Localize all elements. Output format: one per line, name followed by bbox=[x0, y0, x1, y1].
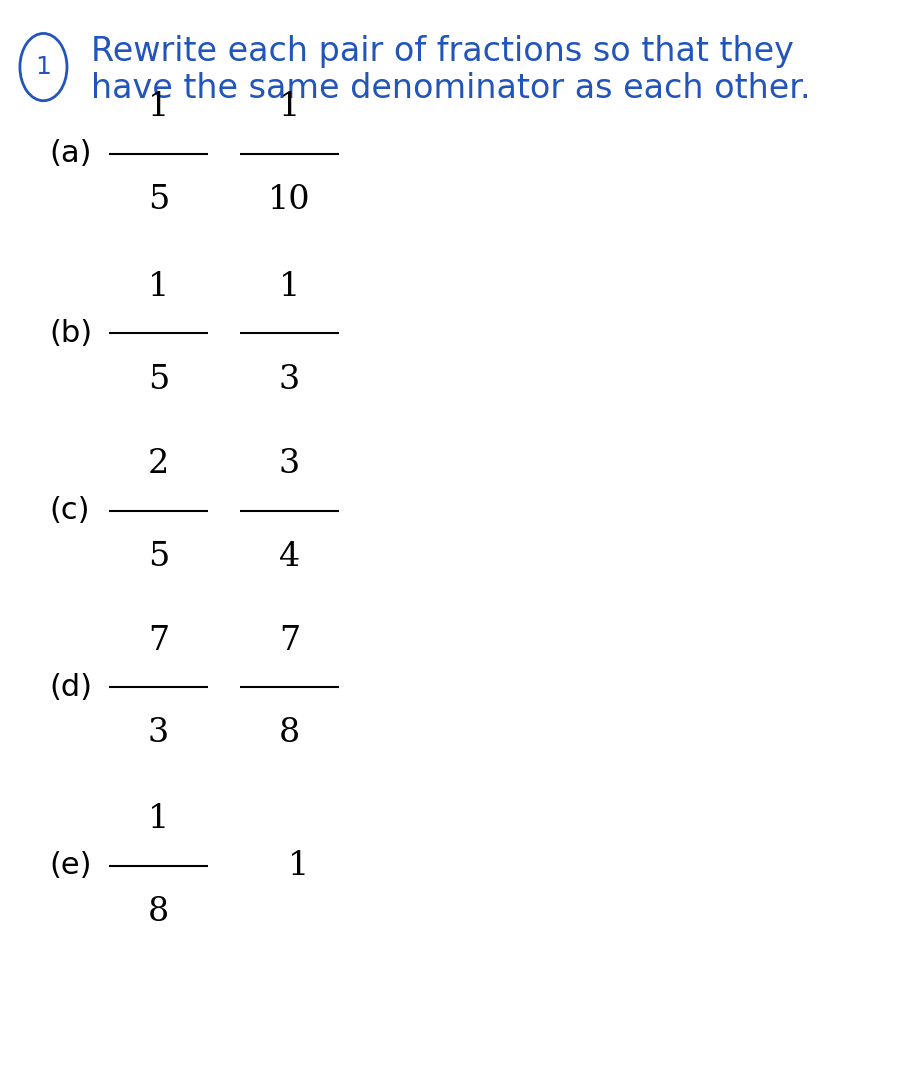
Text: 7: 7 bbox=[148, 624, 169, 657]
Text: 3: 3 bbox=[148, 717, 169, 750]
Text: (d): (d) bbox=[50, 673, 93, 701]
Text: (c): (c) bbox=[50, 497, 90, 525]
Text: 1: 1 bbox=[148, 270, 169, 303]
Text: 1: 1 bbox=[279, 270, 300, 303]
Text: 1: 1 bbox=[148, 803, 169, 835]
Text: (b): (b) bbox=[50, 319, 93, 347]
Text: 1: 1 bbox=[279, 91, 300, 123]
Text: 7: 7 bbox=[279, 624, 300, 657]
Text: 3: 3 bbox=[279, 364, 300, 396]
Text: Rewrite each pair of fractions so that they: Rewrite each pair of fractions so that t… bbox=[90, 36, 794, 68]
Text: 8: 8 bbox=[279, 717, 300, 750]
Text: have the same denominator as each other.: have the same denominator as each other. bbox=[90, 72, 810, 105]
Text: 2: 2 bbox=[148, 448, 169, 480]
Text: 1: 1 bbox=[35, 55, 52, 79]
Text: 4: 4 bbox=[279, 541, 300, 573]
Text: 5: 5 bbox=[148, 184, 169, 216]
Text: 5: 5 bbox=[148, 541, 169, 573]
Text: 5: 5 bbox=[148, 364, 169, 396]
Text: 10: 10 bbox=[268, 184, 311, 216]
Text: (e): (e) bbox=[50, 852, 92, 880]
Text: 3: 3 bbox=[279, 448, 300, 480]
Text: (a): (a) bbox=[50, 140, 92, 168]
Text: 1: 1 bbox=[148, 91, 169, 123]
Text: 8: 8 bbox=[148, 896, 169, 928]
Text: 1: 1 bbox=[288, 849, 310, 882]
